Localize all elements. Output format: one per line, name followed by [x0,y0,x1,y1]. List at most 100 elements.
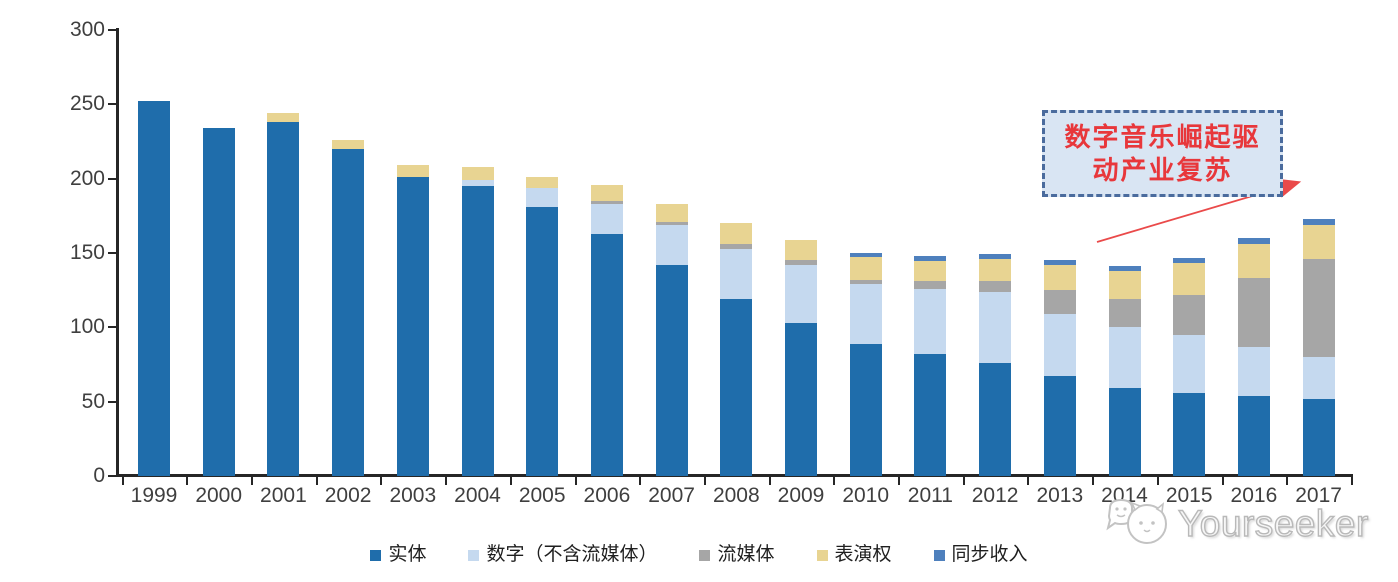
bar-column-2015 [1173,257,1206,476]
x-axis-label-2007: 2007 [648,484,695,507]
x-axis-tick [898,477,901,485]
y-axis-tick-label: 250 [69,92,105,116]
bar-segment-实体 [332,148,365,476]
x-axis-label-2014: 2014 [1101,484,1148,507]
x-axis-label-2009: 2009 [777,484,825,507]
bar-segment-数字（不含流媒体） [1108,327,1141,389]
y-axis-tick [108,326,117,329]
bar-segment-流媒体 [914,281,947,289]
bar-segment-数字（不含流媒体） [720,248,753,300]
bar-segment-流媒体 [720,244,753,249]
bar-segment-实体 [202,128,235,476]
bar-segment-实体 [1237,395,1270,476]
bar-segment-数字（不含流媒体） [1302,357,1335,399]
bar-segment-数字（不含流媒体） [1237,346,1270,396]
y-axis-tick-label: 300 [69,18,105,41]
bar-segment-表演权 [332,140,365,149]
y-axis-tick [108,475,117,477]
bar-column-2012 [979,254,1012,476]
y-axis-tick [108,29,117,31]
bar-segment-实体 [267,122,300,476]
bar-segment-同步收入 [849,252,882,258]
bar-segment-表演权 [526,177,559,188]
bar-column-2002 [332,140,365,476]
legend-item-表演权: 表演权 [816,543,892,567]
x-axis-tick [1156,477,1159,485]
bar-segment-表演权 [1173,263,1206,295]
x-axis-tick [1092,477,1095,485]
bar-segment-数字（不含流媒体） [526,187,559,207]
bar-column-1999 [138,101,170,476]
bar-segment-流媒体 [590,201,623,205]
legend-swatch-icon [816,549,828,561]
x-axis-label-2002: 2002 [324,484,372,507]
x-axis-tick [1350,477,1353,485]
y-axis-tick [108,252,117,254]
x-axis-tick [445,477,448,485]
bar-column-2007 [655,204,688,476]
bar-column-2001 [267,113,300,476]
bar-segment-实体 [138,101,170,476]
legend-item-实体: 实体 [370,543,426,567]
bar-segment-表演权 [1302,224,1335,260]
y-axis-line [116,28,119,477]
legend-label: 实体 [388,544,427,565]
bar-segment-流媒体 [1302,259,1335,358]
x-axis-tick [768,477,771,485]
legend-swatch-icon [699,549,711,561]
y-axis-tick-label: 200 [69,166,105,190]
bar-segment-实体 [655,264,688,476]
bar-segment-表演权 [396,165,429,178]
legend-swatch-icon [468,549,480,561]
y-axis-tick [108,400,117,403]
bar-segment-同步收入 [1237,238,1270,245]
x-axis-tick [186,477,189,485]
x-axis-tick [1221,477,1224,485]
x-axis-label-2013: 2013 [1036,484,1084,507]
bar-segment-流媒体 [655,221,688,225]
x-axis-label-2005: 2005 [518,484,566,507]
x-axis-label-2016: 2016 [1230,484,1278,507]
x-axis-tick [1027,477,1030,485]
bar-segment-同步收入 [914,256,947,261]
y-axis-tick [108,177,117,180]
bar-segment-实体 [1302,398,1335,476]
bar-segment-流媒体 [1108,299,1141,328]
bar-segment-流媒体 [849,279,882,285]
bar-column-2011 [914,256,947,476]
x-axis-label-2015: 2015 [1165,484,1213,507]
bar-segment-同步收入 [1302,218,1335,225]
y-axis-tick-label: 50 [81,389,105,413]
bar-segment-表演权 [720,223,753,245]
bar-segment-表演权 [1043,264,1076,291]
bar-segment-实体 [914,354,947,476]
bar-segment-数字（不含流媒体） [655,224,688,265]
x-axis-label-2003: 2003 [389,484,437,507]
x-axis-tick [251,477,254,485]
bar-segment-实体 [785,322,817,476]
x-axis-label-2010: 2010 [842,484,890,507]
x-axis-tick [1286,477,1289,485]
bar-segment-实体 [1108,388,1141,476]
y-axis-tick-label: 0 [93,464,105,487]
bar-segment-流媒体 [1173,294,1206,335]
bar-segment-数字（不含流媒体） [461,180,494,187]
y-axis-tick-label: 150 [69,241,105,264]
x-axis-label-2011: 2011 [907,484,953,507]
bar-segment-数字（不含流媒体） [979,291,1012,363]
bar-segment-表演权 [849,257,882,280]
bar-column-2006 [590,184,623,476]
bar-segment-表演权 [979,258,1012,282]
annotation-box: 数字音乐崛起驱 动产业复苏 [1042,110,1283,197]
bar-segment-流媒体 [785,260,817,265]
bar-segment-表演权 [461,166,494,181]
bar-column-2017 [1302,218,1335,476]
annotation-text-line2: 动产业复苏 [1092,155,1233,185]
bar-segment-数字（不含流媒体） [590,204,623,234]
bar-segment-表演权 [785,239,817,261]
x-axis-tick [833,477,836,485]
bar-segment-表演权 [914,260,947,282]
x-axis-label-2004: 2004 [454,484,501,507]
x-axis-tick [639,477,642,485]
annotation-text-line1: 数字音乐崛起驱 [1064,122,1261,152]
